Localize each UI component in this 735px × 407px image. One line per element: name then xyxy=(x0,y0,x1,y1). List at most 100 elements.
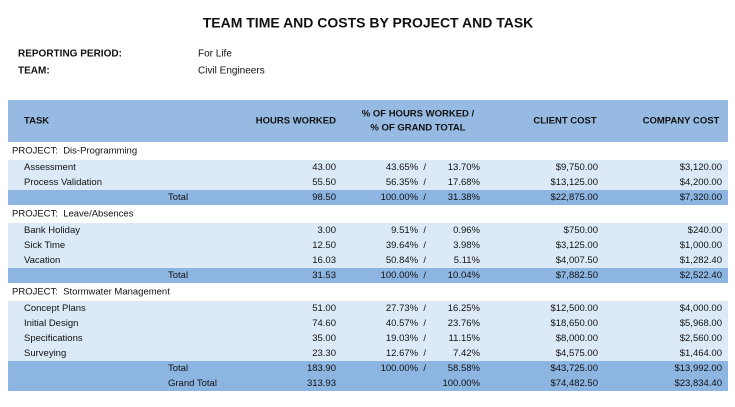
client-cost: $9,750.00 xyxy=(556,162,598,173)
pct-grand: 17.68% xyxy=(448,177,481,188)
hours: 23.30 xyxy=(312,348,336,359)
task: Vacation xyxy=(24,255,60,266)
pct-grand: 23.76% xyxy=(448,318,481,329)
hours: 313.93 xyxy=(307,378,336,389)
col-header: HOURS WORKED xyxy=(256,116,336,127)
company-cost: $3,120.00 xyxy=(680,162,722,173)
row-band xyxy=(8,175,728,190)
pct-project: 56.35% / xyxy=(386,177,426,188)
pct-grand: 7.42% xyxy=(453,348,480,359)
company-cost: $2,522.40 xyxy=(680,270,722,281)
pct-grand: 13.70% xyxy=(448,162,481,173)
company-cost: $23,834.40 xyxy=(674,378,722,389)
client-cost: $3,125.00 xyxy=(556,240,598,251)
task: Process Validation xyxy=(24,177,102,188)
grand-total-label: Grand Total xyxy=(168,378,217,389)
col-header: TASK xyxy=(24,116,49,127)
row-band xyxy=(8,160,728,175)
task: Specifications xyxy=(24,333,83,344)
company-cost: $1,282.40 xyxy=(680,255,722,266)
client-cost: $4,575.00 xyxy=(556,348,598,359)
hours: 55.50 xyxy=(312,177,336,188)
client-cost: $4,007.50 xyxy=(556,255,598,266)
period-value: For Life xyxy=(198,49,232,60)
header-band xyxy=(8,100,728,142)
task: Total xyxy=(168,270,188,281)
row-band xyxy=(8,268,728,283)
col-header: % OF HOURS WORKED / xyxy=(362,109,475,120)
pct-grand: 11.15% xyxy=(448,333,480,344)
pct-project: 9.51% / xyxy=(391,225,426,236)
task: Total xyxy=(168,363,188,374)
project-label: PROJECT: Dis-Programming xyxy=(12,146,137,157)
company-cost: $5,968.00 xyxy=(680,318,722,329)
company-cost: $4,000.00 xyxy=(680,303,722,314)
task: Sick Time xyxy=(24,240,65,251)
client-cost: $18,650.00 xyxy=(550,318,598,329)
client-cost: $8,000.00 xyxy=(556,333,598,344)
company-cost: $1,464.00 xyxy=(680,348,722,359)
company-cost: $13,992.00 xyxy=(674,363,722,374)
pct-grand: 31.38% xyxy=(448,192,481,203)
client-cost: $12,500.00 xyxy=(550,303,598,314)
pct-grand: 0.96% xyxy=(453,225,480,236)
pct-project: 43.65% / xyxy=(386,162,426,173)
team-label: TEAM: xyxy=(18,66,50,77)
project-label: PROJECT: Leave/Absences xyxy=(12,209,134,220)
hours: 3.00 xyxy=(318,225,337,236)
client-cost: $7,882.50 xyxy=(556,270,598,281)
report-title: TEAM TIME AND COSTS BY PROJECT AND TASK xyxy=(203,15,534,31)
row-band xyxy=(8,301,728,316)
row-band xyxy=(8,376,728,391)
company-cost: $240.00 xyxy=(688,225,722,236)
hours: 43.00 xyxy=(312,162,336,173)
pct-project: 27.73% / xyxy=(386,303,426,314)
pct-grand: 100.00% xyxy=(442,378,480,389)
pct-project: 19.03% / xyxy=(386,333,426,344)
client-cost: $750.00 xyxy=(564,225,598,236)
pct-project: 12.67% / xyxy=(386,348,426,359)
row-band xyxy=(8,331,728,346)
client-cost: $43,725.00 xyxy=(550,363,598,374)
hours: 35.00 xyxy=(312,333,336,344)
row-band xyxy=(8,238,728,253)
hours: 16.03 xyxy=(312,255,336,266)
pct-grand: 10.04% xyxy=(448,270,481,281)
row-band xyxy=(8,190,728,205)
hours: 183.90 xyxy=(307,363,336,374)
hours: 74.60 xyxy=(312,318,336,329)
pct-grand: 3.98% xyxy=(453,240,480,251)
company-cost: $2,560.00 xyxy=(680,333,722,344)
hours: 98.50 xyxy=(312,192,336,203)
pct-grand: 58.58% xyxy=(448,363,481,374)
client-cost: $13,125.00 xyxy=(550,177,598,188)
pct-project: 50.84% / xyxy=(386,255,426,266)
team-value: Civil Engineers xyxy=(198,66,265,77)
pct-project: 40.57% / xyxy=(386,318,426,329)
row-band xyxy=(8,346,728,361)
col-header: CLIENT COST xyxy=(533,116,597,127)
client-cost: $74,482.50 xyxy=(550,378,598,389)
pct-project: 100.00% / xyxy=(381,270,427,281)
col-header: % OF GRAND TOTAL xyxy=(370,123,465,134)
hours: 31.53 xyxy=(312,270,336,281)
task: Total xyxy=(168,192,188,203)
period-label: REPORTING PERIOD: xyxy=(18,49,122,60)
row-band xyxy=(8,223,728,238)
company-cost: $4,200.00 xyxy=(680,177,722,188)
col-header: COMPANY COST xyxy=(643,116,720,127)
task: Assessment xyxy=(24,162,76,173)
pct-grand: 16.25% xyxy=(448,303,481,314)
task: Surveying xyxy=(24,348,66,359)
pct-project: 100.00% / xyxy=(381,192,427,203)
project-label: PROJECT: Stormwater Management xyxy=(12,287,170,298)
row-band xyxy=(8,361,728,376)
task: Concept Plans xyxy=(24,303,86,314)
hours: 51.00 xyxy=(312,303,336,314)
pct-project: 100.00% / xyxy=(381,363,427,374)
task: Bank Holiday xyxy=(24,225,80,236)
task: Initial Design xyxy=(24,318,78,329)
pct-grand: 5.11% xyxy=(454,255,481,266)
company-cost: $7,320.00 xyxy=(680,192,722,203)
